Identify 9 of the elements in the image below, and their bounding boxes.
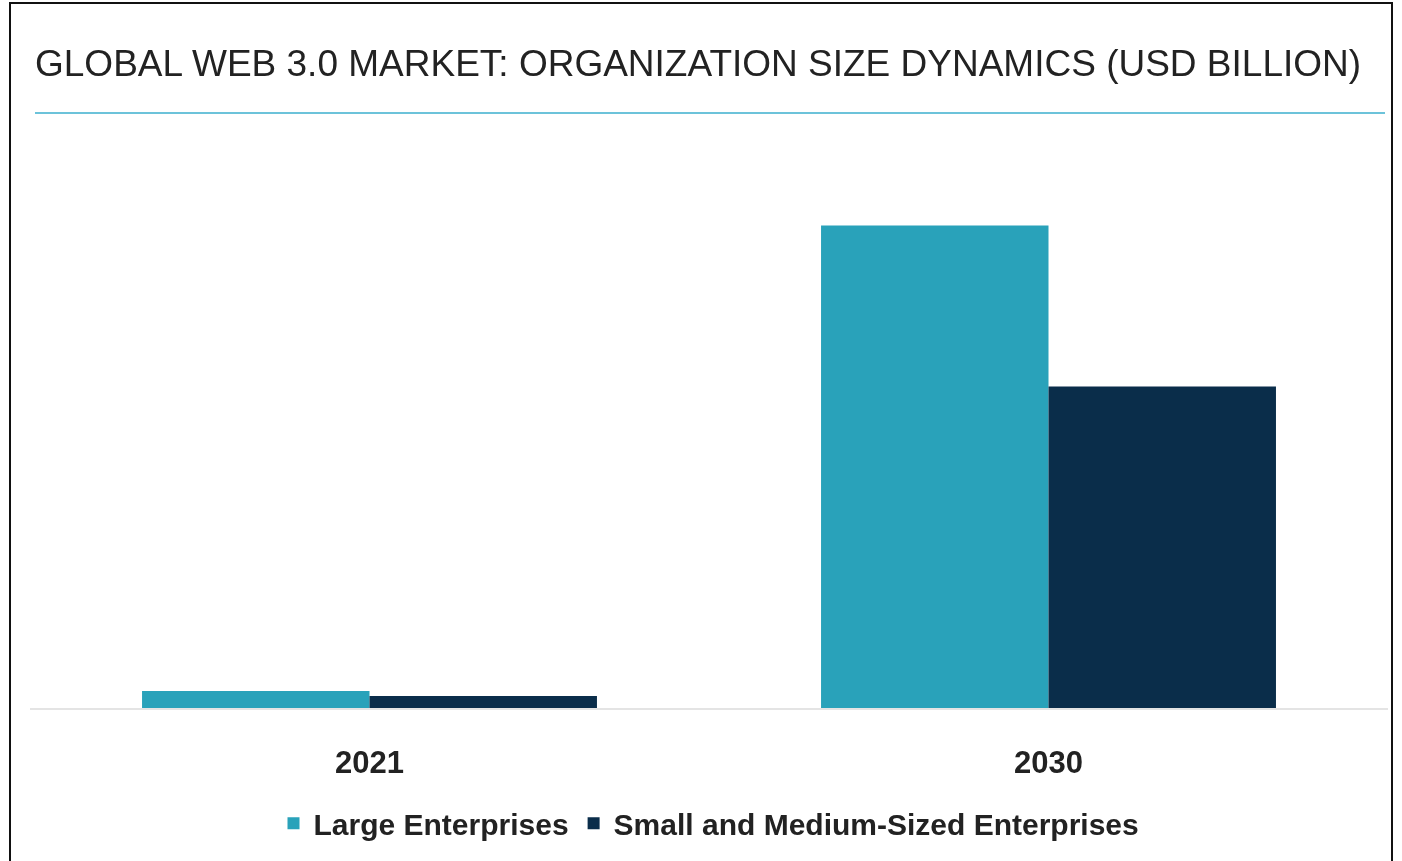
- x-tick-label: 2030: [1014, 745, 1083, 781]
- legend-label: Small and Medium-Sized Enterprises: [613, 808, 1139, 842]
- bar: [1048, 386, 1276, 708]
- x-tick-label: 2021: [335, 745, 404, 781]
- bar: [369, 695, 597, 708]
- bar: [142, 691, 370, 708]
- bar: [821, 225, 1049, 708]
- legend-label: Large Enterprises: [313, 808, 569, 842]
- chart-title: GLOBAL WEB 3.0 MARKET: ORGANIZATION SIZE DYNAMICS (USD BILLION): [35, 42, 1362, 84]
